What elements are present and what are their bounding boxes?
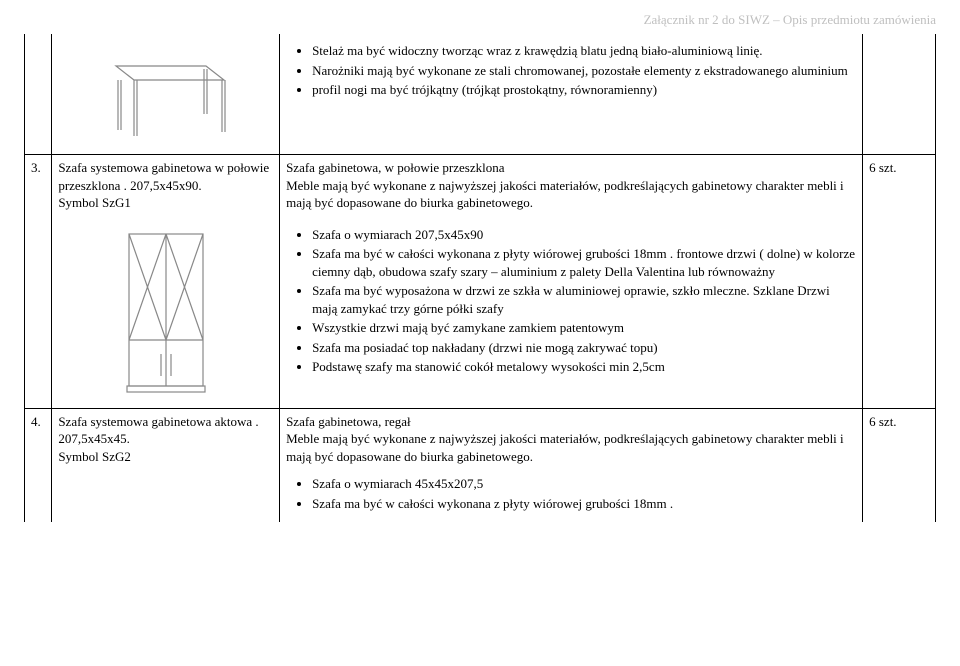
cell-name: Szafa systemowa gabinetowa w połowie prz… [52,155,280,218]
cell-qty [863,218,936,409]
bullet-item: Szafa ma posiadać top nakładany (drzwi n… [312,339,856,357]
bullet-item: Szafa ma być w całości wykonana z płyty … [312,495,856,513]
item-name: Szafa systemowa gabinetowa aktowa . 207,… [58,414,258,447]
cell-num [25,34,52,155]
bullet-item: Szafa ma być wyposażona w drzwi ze szkła… [312,282,856,317]
cell-num: 4. [25,408,52,522]
bullet-item: Podstawę szafy ma stanowić cokół metalow… [312,358,856,376]
cabinet-sketch-icon [111,228,221,398]
table-row: Szafa o wymiarach 207,5x45x90 Szafa ma b… [25,218,936,409]
table-row: 4. Szafa systemowa gabinetowa aktowa . 2… [25,408,936,522]
header-attachment-label: Załącznik nr 2 do SIWZ – Opis przedmiotu… [24,12,936,28]
bullet-item: Szafa o wymiarach 45x45x207,5 [312,475,856,493]
cell-name: Szafa systemowa gabinetowa aktowa . 207,… [52,408,280,522]
cell-desc: Szafa o wymiarach 207,5x45x90 Szafa ma b… [280,218,863,409]
bullet-item: Narożniki mają być wykonane ze stali chr… [312,62,856,80]
table-row: 3. Szafa systemowa gabinetowa w połowie … [25,155,936,218]
bullet-item: Szafa ma być w całości wykonana z płyty … [312,245,856,280]
bullet-item: Wszystkie drzwi mają być zamykane zamkie… [312,319,856,337]
cell-image [52,34,280,155]
cell-qty [863,34,936,155]
cell-image [52,218,280,409]
cell-desc: Stelaż ma być widoczny tworząc wraz z kr… [280,34,863,155]
desc-body: Meble mają być wykonane z najwyższej jak… [286,178,844,211]
item-symbol: Symbol SzG2 [58,449,131,464]
spec-table: Stelaż ma być widoczny tworząc wraz z kr… [24,34,936,522]
desc-title: Szafa gabinetowa, regał [286,414,411,429]
cell-desc: Szafa gabinetowa, regał Meble mają być w… [280,408,863,522]
table-row: Stelaż ma być widoczny tworząc wraz z kr… [25,34,936,155]
bullet-item: profil nogi ma być trójkątny (trójkąt pr… [312,81,856,99]
cell-desc: Szafa gabinetowa, w połowie przeszklona … [280,155,863,218]
table-sketch-icon [96,44,236,144]
item-symbol: Symbol SzG1 [58,195,131,210]
cell-qty: 6 szt. [863,155,936,218]
cell-qty: 6 szt. [863,408,936,522]
desc-body: Meble mają być wykonane z najwyższej jak… [286,431,844,464]
bullet-item: Stelaż ma być widoczny tworząc wraz z kr… [312,42,856,60]
item-name: Szafa systemowa gabinetowa w połowie prz… [58,160,269,193]
cell-num [25,218,52,409]
bullet-item: Szafa o wymiarach 207,5x45x90 [312,226,856,244]
cell-num: 3. [25,155,52,218]
desc-title: Szafa gabinetowa, w połowie przeszklona [286,160,504,175]
